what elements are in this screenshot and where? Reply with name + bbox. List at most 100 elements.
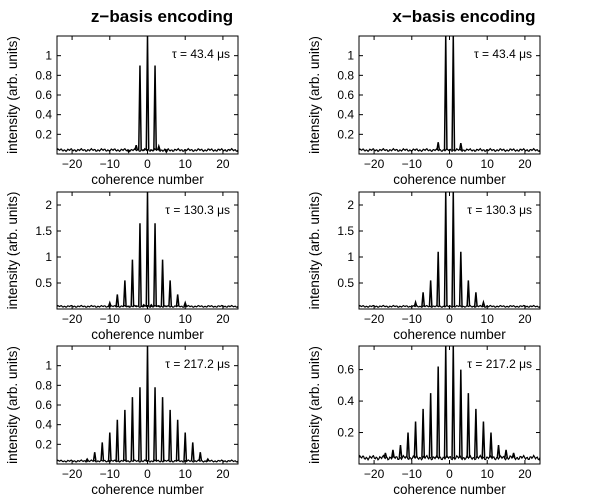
peak [451,36,456,151]
right-column-title: x−basis encoding [392,7,535,26]
x-tick-label: −10 [100,467,121,481]
x-tick-label: 20 [518,157,532,171]
y-axis-label: intensity (arb. units) [307,192,322,310]
tau-annotation: τ = 43.4 μs [474,47,532,61]
x-tick-label: −10 [100,157,121,171]
peak [153,223,157,307]
y-tick-label: 1.5 [35,224,52,238]
peak [190,442,195,462]
peak [458,143,463,151]
peak [436,142,441,151]
panel-left-row3: −20 −10 0 10 20 0.2 0.4 0.6 0.8 1 coherence number… [5,345,239,497]
peak [473,408,478,458]
x-tick-label: 10 [481,467,495,481]
y-tick-label: 0.2 [35,127,52,141]
y-tick-label: 1 [347,250,354,264]
peak [406,432,410,458]
peak [145,36,150,151]
peak [141,303,146,307]
y-tick-label: 2 [347,198,354,212]
x-axis-label: coherence number [393,172,506,187]
peak [466,280,471,307]
tau-annotation: τ = 217.2 μs [467,357,532,371]
x-tick-label: −20 [62,312,83,326]
x-axis-label: coherence number [393,482,506,497]
x-tick-label: 0 [144,157,151,171]
peak [383,452,388,458]
peak [100,442,105,462]
peak [107,432,112,462]
peak [168,280,173,307]
y-tick-label: 0.4 [35,108,52,122]
y-tick-label: 0.2 [35,437,52,451]
y-tick-label: 0.8 [35,378,52,392]
peak [149,303,154,307]
peak [421,408,426,458]
peak [436,366,441,458]
peak [205,457,210,462]
x-tick-label: 0 [144,467,151,481]
y-tick-label: 0.4 [35,418,52,432]
peak [504,449,509,458]
baseline-trace [57,304,238,308]
peak [175,294,180,307]
peak [134,144,139,151]
peak [168,409,173,462]
peak [489,432,493,458]
x-axis-label: coherence number [91,172,204,187]
x-tick-label: −10 [402,157,423,171]
x-tick-label: 0 [144,312,151,326]
x-tick-label: 10 [179,157,193,171]
peak [138,387,142,462]
peak [183,300,188,307]
peak [115,419,120,462]
y-tick-label: 0.6 [337,363,354,377]
panel-right-row2: −20 −10 0 10 20 0.5 1 1.5 2 coherence number inten… [307,191,541,342]
y-axis-label: intensity (arb. units) [5,346,20,464]
peak [481,421,486,458]
x-tick-label: −20 [62,467,83,481]
peak [160,259,165,307]
panel-left-row2: −20 −10 0 10 20 0.5 1 1.5 2 coherence number inten… [5,191,239,342]
peak [496,445,501,458]
peak [130,259,135,307]
peak [145,346,150,462]
tau-annotation: τ = 43.4 μs [172,47,230,61]
x-tick-label: 10 [481,157,495,171]
x-tick-label: 20 [518,312,532,326]
peak [107,300,112,307]
y-tick-label: 1 [347,49,354,63]
peak [115,294,120,307]
peak [436,251,441,307]
y-tick-label: 0.4 [337,394,354,408]
peak [92,452,97,462]
x-tick-label: 20 [518,467,532,481]
baseline-trace [359,304,540,308]
left-column-title: z−basis encoding [91,7,233,26]
x-tick-label: 20 [216,467,230,481]
tau-annotation: τ = 217.2 μs [165,357,230,371]
peak [451,192,456,307]
y-tick-label: 0.6 [337,88,354,102]
x-tick-label: −20 [364,312,385,326]
x-tick-label: −20 [364,467,385,481]
x-tick-label: 10 [179,312,193,326]
panel-right-row1: −20 −10 0 10 20 0.2 0.4 0.6 0.8 1 coherence number… [307,35,541,187]
peak [390,449,395,458]
peak [413,299,418,307]
peak [458,251,463,307]
y-tick-label: 0.8 [35,68,52,82]
panel-left-row1: −20 −10 0 10 20 0.2 0.4 0.6 0.8 1 coherence number… [5,35,239,187]
x-tick-label: −10 [100,312,121,326]
peak [157,305,161,308]
x-tick-label: 0 [446,312,453,326]
peak [164,149,169,154]
y-tick-label: 0.2 [337,426,354,440]
peak [183,432,188,462]
y-axis-label: intensity (arb. units) [307,36,322,154]
peak [481,299,486,307]
peak [428,393,433,458]
baseline-trace [57,459,238,463]
peak [156,143,161,151]
